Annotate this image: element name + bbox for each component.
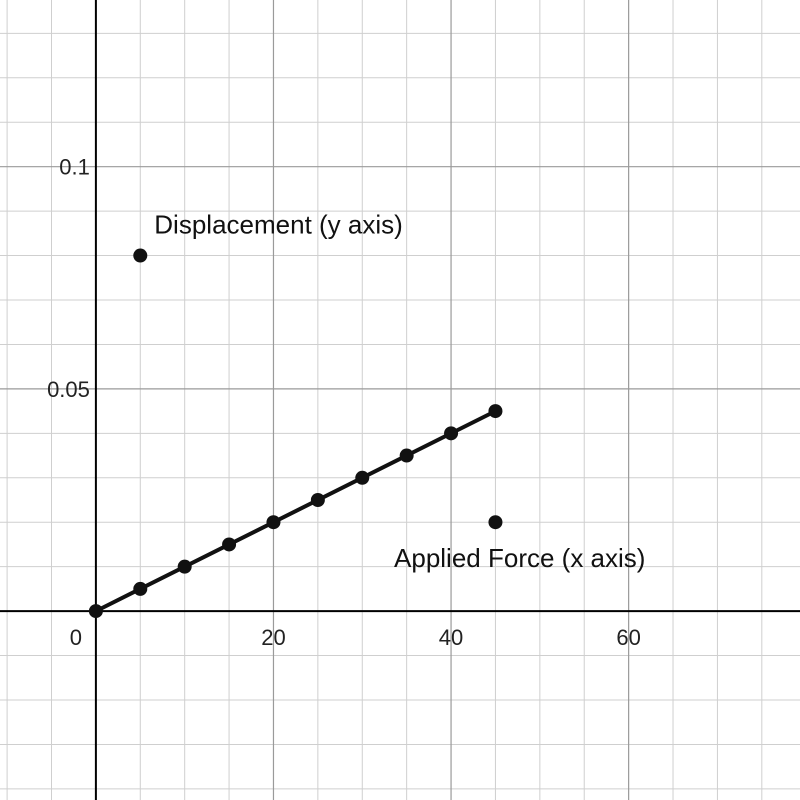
data-point <box>222 537 237 552</box>
data-point <box>355 470 370 485</box>
tick-labels: 0 20 40 60 0.05 0.1 <box>47 155 641 650</box>
data-point <box>488 404 503 419</box>
annotation-point <box>133 248 148 263</box>
annotation-point <box>488 515 503 530</box>
y-tick-label: 0.1 <box>59 155 90 180</box>
data-point <box>310 493 325 507</box>
data-point <box>88 604 103 619</box>
fit-line <box>93 409 498 614</box>
x-tick-label: 40 <box>439 625 463 650</box>
fit-line-layer <box>93 409 498 614</box>
data-points-layer <box>88 404 503 619</box>
data-point <box>177 559 192 574</box>
data-point <box>444 426 459 441</box>
x-tick-label: 20 <box>261 625 285 650</box>
x-tick-label: 60 <box>616 625 640 650</box>
annotation-label: Applied Force (x axis) <box>394 543 645 573</box>
data-point <box>399 448 414 463</box>
x-tick-label: 0 <box>70 625 82 650</box>
y-tick-label: 0.05 <box>47 377 90 402</box>
annotation-label: Displacement (y axis) <box>154 210 403 240</box>
annotations-layer: Displacement (y axis) Applied Force (x ax… <box>133 210 645 573</box>
data-point <box>133 581 148 596</box>
data-point <box>266 515 281 530</box>
